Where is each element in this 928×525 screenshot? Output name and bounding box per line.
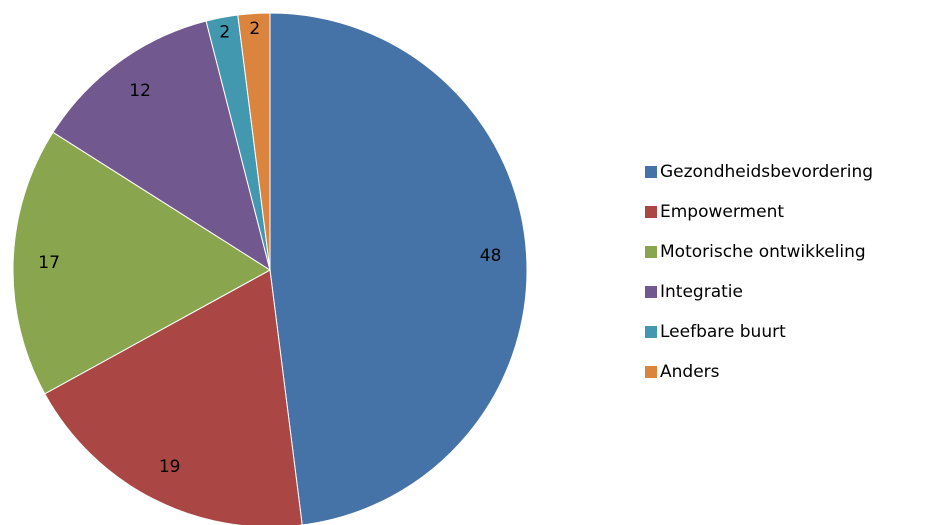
legend-swatch [645, 286, 657, 298]
legend-label: Leefbare buurt [660, 322, 786, 342]
legend-label: Integratie [660, 282, 743, 302]
pie-slice [237, 12, 271, 271]
legend-label: Motorische ontwikkeling [660, 242, 866, 262]
data-label: 2 [249, 19, 260, 39]
pie-slice [52, 20, 271, 272]
legend-swatch [645, 166, 657, 178]
pie-slice [12, 131, 271, 395]
pie-slice [269, 12, 528, 525]
data-label: 12 [129, 81, 151, 101]
pie-slice [44, 269, 303, 525]
legend-swatch [645, 206, 657, 218]
legend-label: Anders [660, 362, 720, 382]
data-label: 17 [38, 253, 60, 273]
legend-swatch [645, 366, 657, 378]
data-label: 19 [159, 457, 181, 477]
legend-swatch [645, 326, 657, 338]
legend-label: Empowerment [660, 202, 784, 222]
data-label: 2 [219, 23, 230, 43]
legend-label: Gezondheidsbevordering [660, 162, 873, 182]
data-label: 48 [480, 246, 502, 266]
legend-swatch [645, 246, 657, 258]
